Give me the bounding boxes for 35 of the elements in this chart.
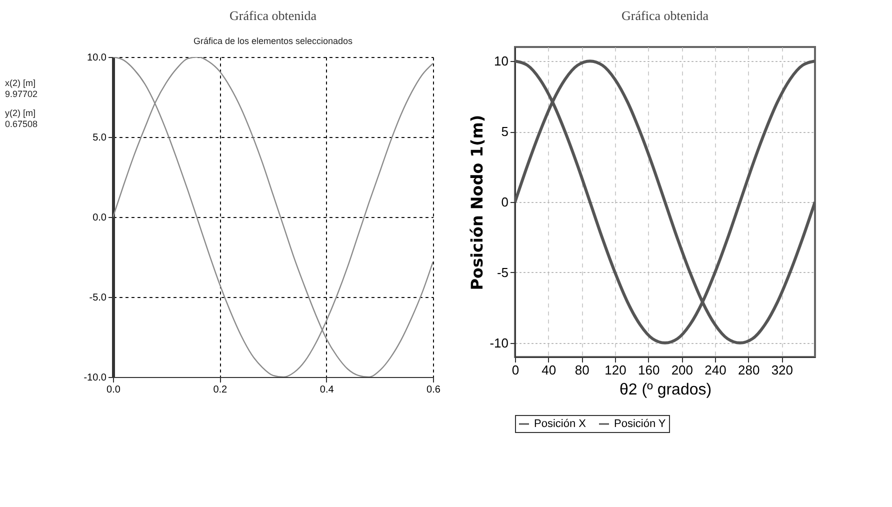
chart-title: Gráfica obtenida — [622, 8, 709, 23]
x-axis-title: θ2 (º grados) — [619, 382, 712, 398]
x-tick-label: 0.4 — [320, 384, 334, 396]
x-tick-label: 0.0 — [106, 384, 121, 396]
y-tick-label: -5 — [496, 264, 508, 280]
x-tick-label: 0.6 — [426, 384, 441, 396]
text: 9.97702 — [5, 89, 38, 99]
x-tick-label: 0 — [512, 362, 520, 378]
text: 0.67508 — [5, 119, 38, 129]
y-tick-label: 10 — [494, 54, 508, 69]
x-tick-label: 0.2 — [213, 384, 228, 396]
chart-title: Gráfica obtenida — [230, 8, 317, 23]
x-tick-label: 160 — [638, 362, 660, 378]
y-tick-label: 5 — [501, 124, 508, 140]
y-tick-label: 5.0 — [92, 132, 107, 144]
y-axis-title: Posición Nodo 1(m) — [468, 114, 487, 290]
y-tick-label: -10.0 — [84, 372, 107, 384]
y-tick-label: 10.0 — [87, 52, 107, 64]
x-tick-label: 280 — [738, 362, 760, 378]
chart-subtitle: Gráfica de los elementos seleccionados — [193, 36, 354, 46]
text: y(2) [m] — [5, 108, 36, 118]
x-tick-label: 200 — [671, 362, 694, 378]
x-tick-label: 240 — [704, 362, 726, 378]
line-series — [515, 60, 815, 344]
y-tick-label: -10 — [490, 335, 508, 350]
legend-label: Posición X — [534, 418, 587, 430]
x-tick-label: 40 — [542, 362, 556, 378]
y-tick-label: 0 — [501, 194, 508, 210]
x-tick-label: 120 — [604, 362, 626, 378]
x-tick-label: 80 — [574, 362, 590, 378]
text: x(2) [m] — [5, 78, 36, 88]
y-tick-label: -5.0 — [89, 292, 107, 304]
y-tick-label: 0.0 — [92, 212, 107, 224]
x-tick-label: 320 — [771, 362, 794, 378]
legend-label: Posición Y — [614, 418, 666, 430]
